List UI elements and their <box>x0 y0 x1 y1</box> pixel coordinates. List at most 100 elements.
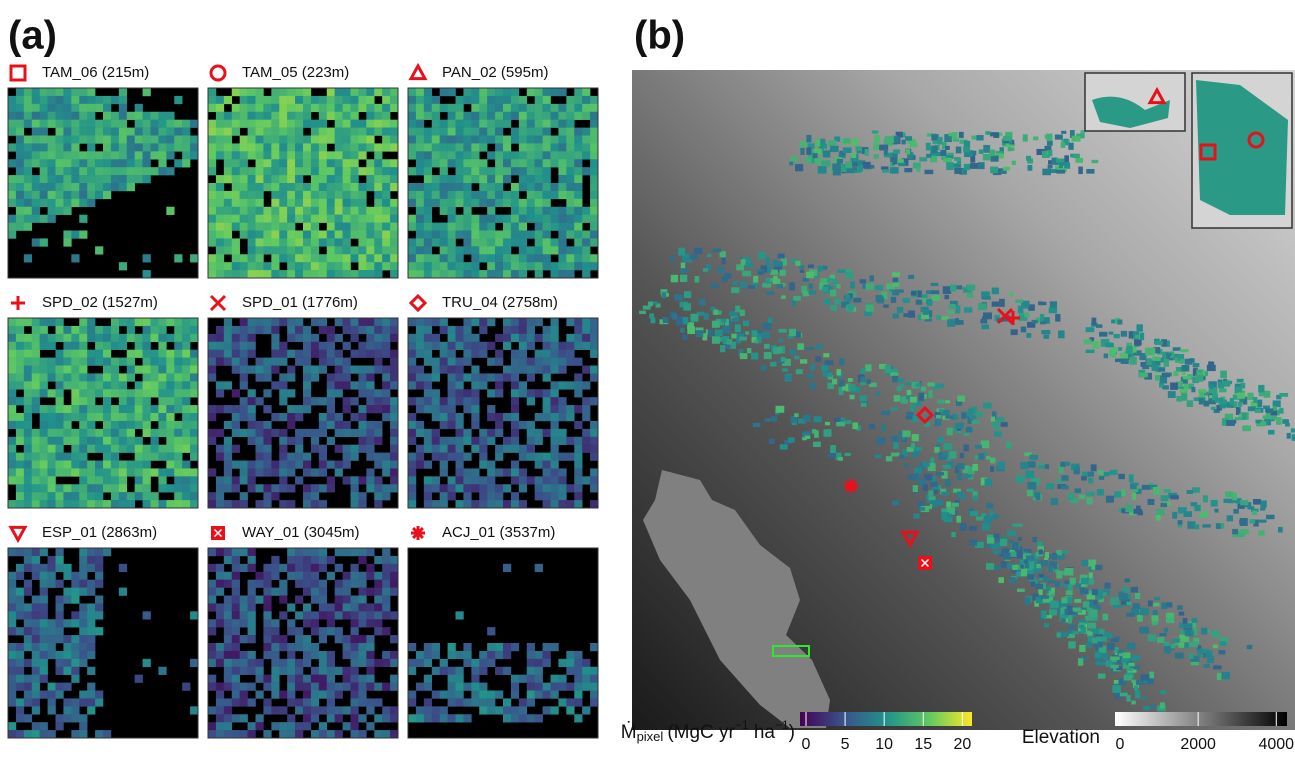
forest-pixel <box>910 404 915 412</box>
pixel <box>374 659 382 667</box>
pixel <box>574 358 582 366</box>
pixel <box>471 500 479 508</box>
forest-pixel <box>905 298 909 303</box>
pixel <box>408 246 416 254</box>
pixel <box>8 318 16 326</box>
forest-pixel <box>1230 398 1234 406</box>
pixel <box>543 484 551 492</box>
pixel <box>158 326 166 334</box>
pixel <box>8 603 16 611</box>
pixel <box>127 429 135 437</box>
pixel <box>248 651 256 659</box>
pixel <box>95 358 103 366</box>
pixel <box>527 128 535 136</box>
pixel <box>558 238 566 246</box>
pixel <box>279 104 287 112</box>
pixel <box>424 429 432 437</box>
pixel <box>8 572 16 580</box>
pixel <box>535 675 543 683</box>
pixel <box>263 207 271 215</box>
pixel <box>343 421 351 429</box>
forest-pixel <box>808 264 814 267</box>
pixel <box>56 421 64 429</box>
forest-pixel <box>834 418 840 422</box>
pixel <box>256 104 264 112</box>
forest-pixel <box>1240 518 1248 526</box>
forest-pixel <box>964 307 972 312</box>
pixel <box>103 167 111 175</box>
pixel <box>295 627 303 635</box>
pixel <box>535 484 543 492</box>
pixel <box>432 120 440 128</box>
pixel <box>432 484 440 492</box>
forest-pixel <box>800 148 804 155</box>
pixel <box>24 318 32 326</box>
pixel <box>40 445 48 453</box>
pixel <box>319 270 327 278</box>
pixel <box>590 366 598 374</box>
pixel <box>16 381 24 389</box>
forest-pixel <box>993 550 1001 554</box>
forest-pixel <box>1086 492 1095 496</box>
pixel <box>182 334 190 342</box>
pixel <box>327 254 335 262</box>
pixel <box>248 468 256 476</box>
pixel <box>303 548 311 556</box>
forest-pixel <box>722 258 726 265</box>
pixel <box>87 429 95 437</box>
pixel <box>527 231 535 239</box>
pixel <box>408 453 416 461</box>
forest-pixel <box>782 368 788 371</box>
pixel <box>56 461 64 469</box>
pixel <box>471 143 479 151</box>
pixel <box>471 246 479 254</box>
forest-pixel <box>938 400 945 404</box>
pixel <box>40 175 48 183</box>
pixel <box>182 143 190 151</box>
pixel <box>590 96 598 104</box>
pixel <box>111 151 119 159</box>
forest-pixel <box>1055 135 1063 140</box>
pixel <box>158 151 166 159</box>
forest-pixel <box>751 352 758 359</box>
pixel <box>432 136 440 144</box>
pixel <box>95 437 103 445</box>
pixel <box>311 730 319 738</box>
pixel <box>224 603 232 611</box>
forest-pixel <box>1043 576 1048 581</box>
pixel <box>574 675 582 683</box>
pixel <box>95 476 103 484</box>
pixel <box>566 381 574 389</box>
pixel <box>295 334 303 342</box>
forest-pixel <box>1247 645 1252 649</box>
pixel <box>151 492 159 500</box>
pixel <box>32 405 40 413</box>
pixel <box>71 191 79 199</box>
pixel <box>127 334 135 342</box>
pixel <box>351 619 359 627</box>
pixel <box>456 167 464 175</box>
pixel <box>351 136 359 144</box>
pixel <box>343 136 351 144</box>
forest-pixel <box>1214 509 1218 513</box>
pixel <box>479 461 487 469</box>
forest-pixel <box>1104 583 1110 589</box>
pixel <box>111 453 119 461</box>
pixel <box>327 373 335 381</box>
pixel <box>366 389 374 397</box>
pixel <box>303 572 311 580</box>
pixel <box>216 722 224 730</box>
forest-pixel <box>1126 613 1135 617</box>
pixel <box>248 405 256 413</box>
pixel <box>256 675 264 683</box>
pixel <box>16 643 24 651</box>
pixel <box>103 358 111 366</box>
pixel <box>158 445 166 453</box>
pixel <box>503 445 511 453</box>
pixel <box>558 88 566 96</box>
pixel <box>16 484 24 492</box>
pixel <box>287 484 295 492</box>
pixel <box>71 698 79 706</box>
forest-pixel <box>1247 393 1252 400</box>
forest-pixel <box>681 263 685 269</box>
